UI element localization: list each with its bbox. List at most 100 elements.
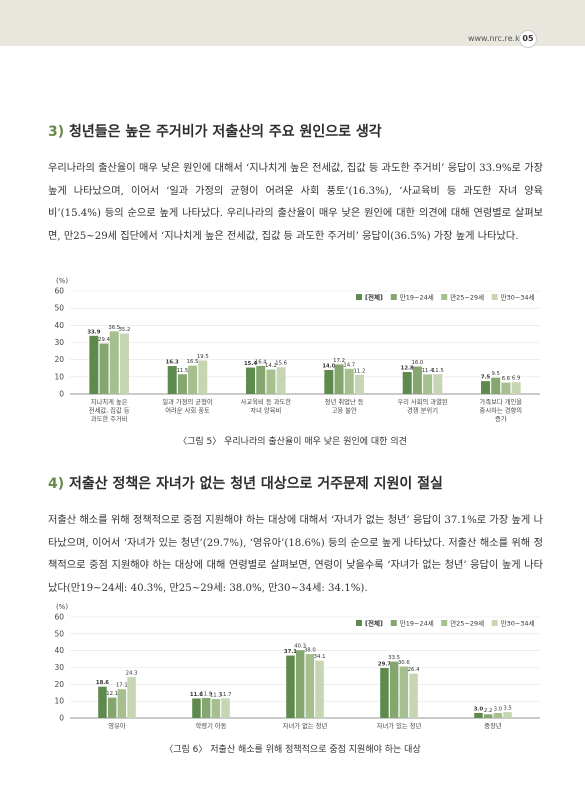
fig5-legend-swatch: [356, 294, 362, 300]
fig6-bar: [380, 668, 389, 718]
fig5-data-label: 6.6: [502, 376, 511, 382]
fig5-legend-label: [전체]: [365, 293, 383, 302]
fig6-data-label: 37.1: [284, 649, 297, 655]
fig5-category-label: 증가: [495, 414, 507, 423]
fig6-data-label: 34.1: [314, 654, 326, 660]
fig5-data-label: 9.5: [492, 371, 500, 377]
fig6-category-label: 중장년: [484, 721, 502, 730]
fig6-bar: [503, 712, 512, 718]
fig6-bar: [286, 655, 295, 718]
fig6-y-tick-label: 50: [54, 629, 64, 638]
fig6-legend-swatch: [390, 620, 397, 626]
fig5-category-label: 청년 취업난 등: [325, 397, 364, 406]
fig6-data-label: 38.0: [304, 648, 316, 654]
fig5-legend-label: 만25~29세: [450, 293, 484, 302]
fig6-legend-swatch: [356, 620, 362, 626]
fig5-data-label: 11.5: [177, 368, 189, 374]
fig5-y-tick-label: 30: [54, 338, 64, 347]
fig5-y-tick-label: 10: [54, 372, 64, 381]
fig5-bar: [334, 364, 344, 394]
fig6-bar: [295, 650, 305, 718]
fig5-category-label: 사교육비 등 과도한: [241, 397, 292, 406]
fig5-data-label: 11.5: [432, 368, 444, 374]
fig6-data-label: 12.1: [106, 691, 118, 697]
fig6-bar: [389, 661, 399, 718]
fig6-data-label: 3.0: [494, 706, 503, 712]
fig6-category-label: 영유아: [108, 721, 126, 730]
fig5-category-label: 어려운 사회 풍토: [165, 406, 210, 415]
fig6-bar: [399, 666, 409, 718]
fig5-category-label: 우리 사회의 과열된: [397, 397, 448, 406]
fig5-bar: [324, 369, 334, 394]
fig6-category-label: 자녀가 없는 청년: [283, 721, 328, 730]
fig5-data-label: 16.3: [166, 360, 179, 366]
fig6-bar: [474, 712, 483, 718]
fig5-bar: [402, 372, 412, 394]
fig5-data-label: 11.4: [422, 368, 434, 374]
fig6-y-unit: (%): [56, 603, 68, 611]
fig6-data-label: 30.6: [398, 660, 410, 666]
section-4-paragraph: 저출산 해소를 위해 정책적으로 중점 지원해야 하는 대상에 대해서 ‘자녀가…: [48, 515, 543, 594]
fig6-data-label: 3.0: [474, 706, 484, 712]
fig5-bar: [109, 331, 119, 394]
fig6-legend-label: 만19~24세: [400, 619, 434, 628]
fig6-data-label: 24.3: [126, 671, 138, 677]
fig5-data-label: 14.0: [322, 363, 335, 369]
header-bar: www.nrc.re.kr 05: [0, 0, 585, 48]
fig6-legend-swatch: [441, 620, 448, 626]
fig5-data-label: 16.0: [412, 360, 424, 366]
fig6-legend-label: [전체]: [365, 619, 383, 628]
fig6-bar: [409, 673, 418, 718]
fig5-bar: [481, 381, 491, 394]
fig5-bar: [99, 343, 109, 394]
fig5-data-label: 16.5: [187, 359, 199, 365]
page-number: 05: [519, 30, 537, 48]
fig5-data-label: 7.5: [481, 375, 491, 381]
fig5-bar: [167, 366, 177, 394]
figure-5-caption: 〈그림 5〉 우리나라의 출산율이 매우 낮은 원인에 대한 의견: [178, 437, 407, 447]
fig6-bar: [98, 686, 107, 718]
fig5-bar: [344, 368, 354, 394]
fig5-legend-swatch: [441, 294, 448, 300]
fig5-bar: [433, 374, 443, 394]
fig5-data-label: 29.4: [98, 337, 110, 343]
section-3-title: 청년들은 높은 주거비가 저출산의 주요 원인으로 생각: [69, 124, 382, 140]
fig6-data-label: 26.4: [408, 667, 420, 673]
section-4-number: 4): [48, 476, 65, 492]
fig5-bar: [501, 382, 511, 394]
fig6-bar: [221, 698, 230, 718]
fig5-bar: [188, 365, 198, 394]
fig5-legend-swatch: [390, 294, 397, 300]
fig5-legend-label: 만30~34세: [501, 293, 535, 302]
fig5-bar: [89, 335, 99, 394]
section-4-title: 저출산 정책은 자녀가 없는 청년 대상으로 거주문제 지원이 절실: [69, 476, 443, 492]
fig6-legend-label: 만30~34세: [501, 619, 535, 628]
fig5-y-tick-label: 20: [54, 355, 64, 364]
fig6-data-label: 18.6: [96, 680, 109, 686]
fig6-data-label: 3.5: [503, 706, 511, 712]
fig5-data-label: 36.5: [108, 325, 120, 331]
section-4-heading: 4) 저출산 정책은 자녀가 없는 청년 대상으로 거주문제 지원이 절실: [48, 473, 443, 493]
fig5-data-label: 15.4: [244, 361, 257, 367]
fig6-data-label: 11.7: [220, 692, 232, 698]
fig6-data-label: 11.9: [200, 691, 212, 697]
fig6-category-label: 학령기 아동: [196, 721, 227, 730]
fig6-data-label: 11.6: [190, 692, 203, 698]
fig5-bar: [256, 365, 266, 394]
fig5-data-label: 33.9: [87, 329, 100, 335]
fig6-data-label: 17.1: [116, 683, 128, 689]
fig5-y-tick-label: 40: [54, 321, 64, 330]
fig5-bar: [511, 382, 521, 394]
fig6-bar: [483, 714, 493, 718]
fig6-bar: [192, 698, 201, 718]
fig6-y-tick-label: 60: [54, 613, 64, 622]
fig6-y-tick-label: 10: [54, 697, 64, 706]
fig6-y-tick-label: 0: [59, 714, 64, 723]
figure-6-caption: 〈그림 6〉 저출산 해소를 위해 정책적으로 중점 지원해야 하는 대상: [164, 745, 421, 755]
fig5-category-label: 가족보다 개인을: [480, 397, 523, 406]
fig5-category-label: 중시하는 경향의: [480, 406, 523, 415]
fig6-bar: [315, 660, 324, 718]
site-url: www.nrc.re.kr: [467, 34, 523, 43]
fig6-legend-swatch: [491, 620, 498, 626]
fig5-legend-label: 만19~24세: [400, 293, 434, 302]
